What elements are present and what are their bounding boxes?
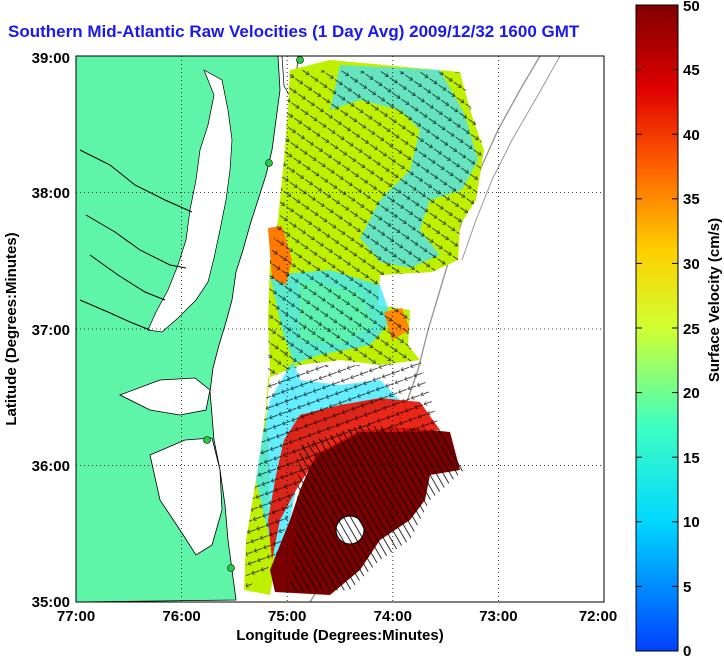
colorbar-tick-label: 35 (683, 191, 700, 208)
x-axis-label: Longitude (Degrees:Minutes) (236, 627, 444, 644)
station-marker (296, 56, 304, 64)
colorbar-tick-label: 25 (683, 321, 700, 338)
y-axis-label: Latitude (Degrees:Minutes) (3, 232, 20, 425)
colorbar-tick-labels: 50 45 40 35 30 25 20 15 10 5 0 (683, 0, 700, 659)
colorbar-tick-label: 15 (683, 450, 700, 467)
y-tick-label: 37:00 (32, 322, 70, 339)
velocity-field (244, 60, 484, 595)
colorbar-tick-label: 20 (683, 385, 700, 402)
station-marker (203, 436, 211, 444)
plot-frame (75, 55, 605, 603)
colorbar-label: Surface Velocity (cm/s) (706, 218, 723, 382)
x-tick-label: 72:00 (579, 608, 617, 625)
colorbar-tick-label: 10 (683, 514, 700, 531)
y-tick-label: 39:00 (32, 50, 70, 67)
river-york (89, 254, 166, 301)
arrow-field-north (268, 70, 484, 378)
colorbar-tick-label: 5 (683, 579, 691, 596)
colorbar-tick-label: 0 (683, 643, 691, 659)
y-tick-labels: 39:00 38:00 37:00 36:00 35:00 (32, 50, 70, 611)
x-tick-label: 76:00 (162, 608, 200, 625)
river-rappahannock (85, 214, 187, 269)
river-james (79, 299, 151, 331)
colorbar-tick-label: 50 (683, 0, 700, 15)
station-marker (227, 564, 235, 572)
station-markers (203, 56, 304, 572)
y-tick-label: 38:00 (32, 185, 70, 202)
river-potomac (79, 149, 193, 213)
x-tick-labels: 77:00 76:00 75:00 74:00 73:00 72:00 (57, 608, 617, 625)
y-tick-label: 36:00 (32, 458, 70, 475)
y-tick-label: 35:00 (32, 594, 70, 611)
colorbar-tick-label: 30 (683, 256, 700, 273)
arrow-field-south (246, 360, 440, 590)
map-title: Southern Mid-Atlantic Raw Velocities (1 … (8, 22, 580, 41)
x-tick-label: 75:00 (268, 608, 306, 625)
grid-lines (76, 56, 604, 602)
x-tick-label: 77:00 (57, 608, 95, 625)
colorbar (635, 4, 679, 652)
colorbar-tick-label: 45 (683, 62, 700, 79)
chesapeake-bay (147, 69, 233, 333)
pamlico-sound (149, 437, 223, 556)
arrow-field-core (290, 425, 464, 592)
x-tick-label: 73:00 (479, 608, 517, 625)
colorbar-tick-label: 40 (683, 127, 700, 144)
albemarle-sound (119, 377, 211, 416)
colorbar-ticks (636, 4, 678, 587)
isobath-contour-2 (461, 56, 561, 261)
station-marker (265, 159, 273, 167)
x-tick-label: 74:00 (374, 608, 412, 625)
